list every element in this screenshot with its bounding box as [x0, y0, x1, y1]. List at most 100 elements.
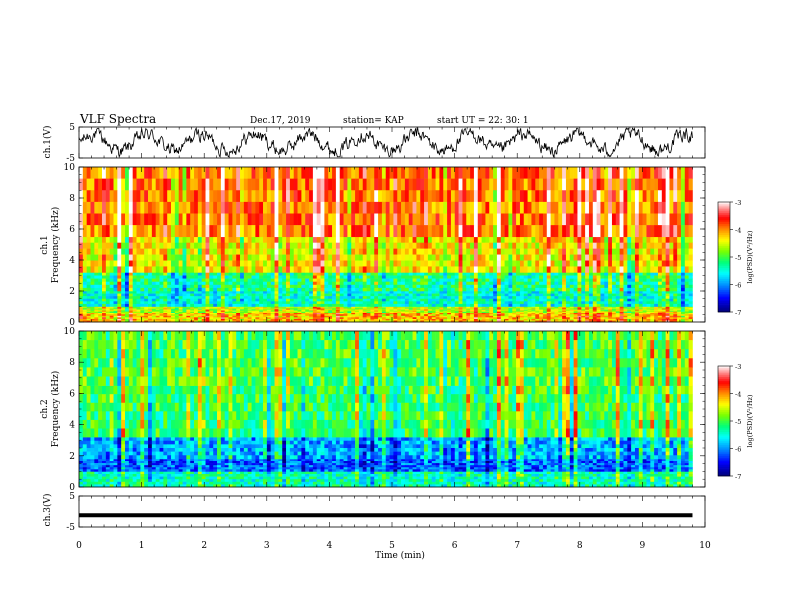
ch1-spectrogram-cell: [558, 310, 563, 312]
ch1-spectrogram-cell: [581, 315, 586, 318]
ch1-spectrogram-cell: [565, 308, 571, 310]
ch1-spectrogram-cell: [243, 260, 248, 267]
ch1-spectrogram-cell: [125, 306, 130, 308]
ch1-spectrogram-cell: [289, 272, 295, 276]
ch1-spectrogram-cell: [673, 287, 678, 292]
ch1-spectrogram-cell: [186, 306, 191, 308]
ch1-spectrogram-cell: [569, 260, 574, 267]
ch1-spectrogram-cell: [155, 306, 160, 308]
ch1-spectrogram-cell: [128, 272, 133, 276]
ch1-spectrogram-cell: [236, 303, 241, 307]
ch1-spectrogram-cell: [324, 254, 329, 261]
ch1-spectrogram-cell: [427, 310, 433, 312]
ch1-spectrogram-cell: [370, 260, 375, 267]
ch1-spectrogram-cell: [347, 254, 352, 261]
ch1-spectrogram-cell: [565, 315, 571, 318]
ch1-spectrogram-cell: [125, 303, 130, 307]
ch1-spectrogram-cell: [389, 260, 394, 267]
ch1-spectrogram-cell: [523, 266, 528, 273]
ch1-spectrogram-cell: [121, 278, 126, 282]
ch1-spectrogram-cell: [102, 281, 107, 286]
ch1-spectrogram-cell: [278, 311, 283, 313]
ch1-spectrogram-cell: [404, 306, 410, 308]
ch1-spectrogram-cell: [251, 167, 256, 179]
ch1-spectrogram-cell: [573, 309, 578, 311]
ch1-spectrogram-cell: [171, 307, 176, 309]
ch1-spectrogram-cell: [646, 312, 651, 315]
ch1-spectrogram-cell: [389, 308, 394, 310]
ch1-spectrogram-cell: [424, 317, 429, 320]
ch1-spectrogram-cell: [224, 301, 229, 305]
ch1-spectrogram-cell: [351, 291, 356, 294]
ch1-spectrogram-cell: [416, 318, 421, 321]
ch1-spectrogram-cell: [332, 309, 337, 311]
ch1-spectrogram-cell: [600, 303, 605, 307]
ch1-spectrogram-cell: [335, 307, 341, 309]
ch1-spectrogram-cell: [94, 320, 99, 323]
ch1-spectrogram-cell: [634, 303, 640, 307]
ch1-spectrogram-cell: [550, 311, 555, 313]
ch1-spectrogram-cell: [565, 260, 571, 267]
ch1-spectrogram-cell: [516, 312, 521, 315]
ch1-spectrogram-cell: [677, 310, 682, 312]
ch1-spectrogram-cell: [401, 284, 406, 289]
ch1-spectrogram-cell: [462, 275, 467, 279]
ch1-spectrogram-cell: [424, 272, 429, 276]
ch1-spectrogram-cell: [577, 308, 582, 310]
ch1-spectrogram-cell: [301, 242, 306, 249]
ch1-spectrogram-cell: [462, 312, 467, 315]
ch1-spectrogram-cell: [224, 236, 229, 243]
ch1-spectrogram-cell: [669, 301, 674, 305]
ch1-spectrogram-cell: [102, 310, 107, 312]
ch1-spectrogram-cell: [481, 314, 486, 317]
ch1-spectrogram-cell: [201, 236, 206, 243]
ch1-spectrogram-cell: [358, 308, 364, 310]
ch1-spectrogram-cell: [416, 260, 421, 267]
ch1-spectrogram-cell: [190, 254, 195, 261]
ch1-spectrogram-cell: [324, 242, 329, 249]
ch1-spectrogram-cell: [680, 308, 686, 310]
ch1-spectrogram-cell: [309, 308, 314, 310]
ch1-spectrogram-cell: [470, 307, 475, 309]
ch1-spectrogram-cell: [243, 242, 248, 249]
ch1-spectrogram-cell: [155, 303, 160, 307]
ch1-spectrogram-cell: [550, 310, 555, 312]
ch1-spectrogram-cell: [447, 266, 452, 273]
ch1-spectrogram-cell: [151, 178, 156, 191]
ch1-spectrogram-cell: [577, 303, 582, 307]
ch1-spectrogram-cell: [585, 266, 590, 273]
ch1-spectrogram-cell: [627, 314, 632, 317]
ch1-spectrogram-cell: [585, 317, 590, 320]
ch1-spectrogram-cell: [408, 281, 413, 286]
ch1-spectrogram-cell: [205, 315, 210, 318]
ch1-spectrogram-cell: [680, 307, 686, 309]
ch1-spectrogram-cell: [105, 308, 110, 310]
ch1-spectrogram-cell: [646, 306, 651, 308]
ch1-spectrogram-cell: [270, 298, 275, 302]
ch1-spectrogram-cell: [289, 287, 295, 292]
ch1-spectrogram-cell: [305, 266, 310, 273]
ch1-spectrogram-cell: [98, 178, 103, 191]
ch1-spectrogram-cell: [347, 320, 352, 323]
ch1-spectrogram-cell: [631, 242, 636, 249]
ch1-spectrogram-cell: [608, 296, 613, 300]
ch1-spectrogram-cell: [220, 236, 225, 243]
ch1-spectrogram-cell: [79, 303, 84, 307]
ch1-spectrogram-cell: [397, 167, 402, 179]
ch1-spectrogram-cell: [236, 287, 241, 292]
ch1-spectrogram-cell: [619, 287, 624, 292]
ch1-spectrogram-cell: [638, 236, 643, 243]
ch1-spectrogram-cell: [554, 272, 559, 276]
ch1-spectrogram-cell: [646, 254, 651, 261]
ch1-spectrogram-cell: [94, 260, 99, 267]
ch1-spectrogram-cell: [358, 272, 364, 276]
ch1-spectrogram-cell: [447, 311, 452, 313]
ch1-spectrogram-cell: [677, 281, 682, 286]
ch1-spectrogram-cell: [121, 317, 126, 320]
ch1-spectrogram-cell: [155, 318, 160, 321]
ch1-spectrogram-cell: [654, 310, 659, 312]
ch1-spectrogram-cell: [320, 287, 325, 292]
ch1-spectrogram-cell: [125, 311, 130, 313]
ch1-spectrogram-cell: [477, 307, 482, 309]
ch1-spectrogram-cell: [542, 260, 548, 267]
